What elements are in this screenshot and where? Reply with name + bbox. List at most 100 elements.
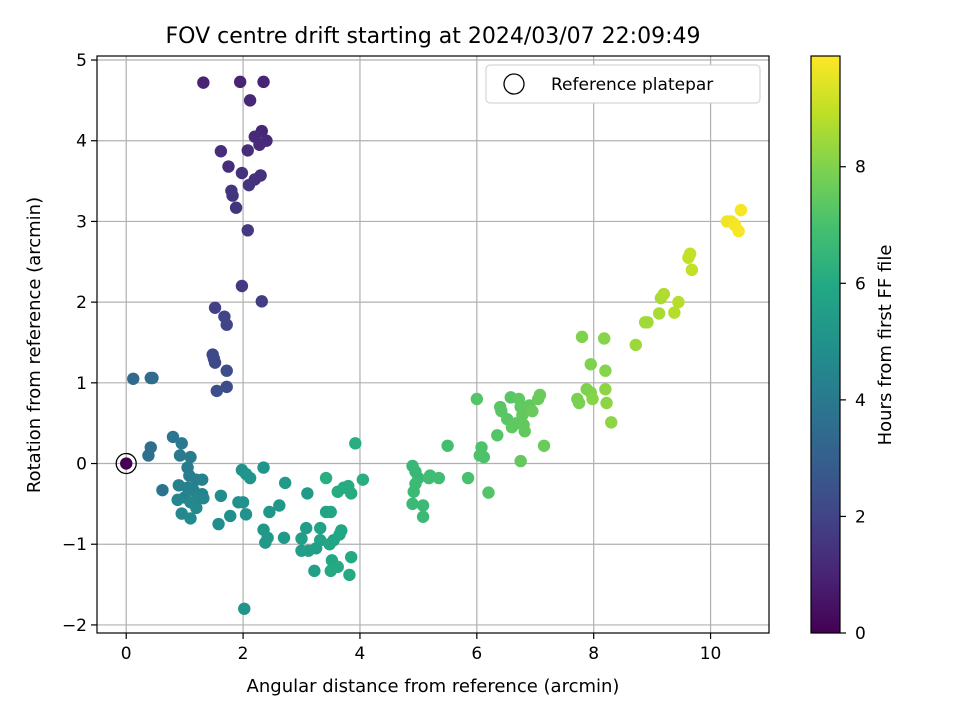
scatter-point bbox=[533, 388, 547, 402]
scatter-point bbox=[599, 383, 612, 396]
scatter-point bbox=[212, 517, 225, 531]
scatter-point bbox=[257, 461, 270, 474]
scatter-point bbox=[208, 301, 222, 314]
scatter-point bbox=[629, 338, 642, 352]
scatter-point bbox=[197, 76, 210, 89]
scatter-point bbox=[277, 531, 291, 544]
scatter-point bbox=[477, 450, 491, 464]
scatter-point bbox=[482, 486, 495, 499]
y-tick-label: −2 bbox=[62, 616, 87, 636]
scatter-point bbox=[255, 295, 268, 308]
scatter-point bbox=[242, 178, 256, 192]
y-tick-label: 0 bbox=[76, 455, 87, 475]
x-tick-label: 10 bbox=[700, 644, 722, 664]
legend: Reference platepar bbox=[485, 64, 761, 104]
x-tick-label: 8 bbox=[588, 644, 599, 664]
scatter-point bbox=[514, 454, 527, 468]
y-axis-label: Rotation from reference (arcmin) bbox=[24, 197, 45, 493]
legend-label-reference: Reference platepar bbox=[551, 75, 713, 95]
scatter-point bbox=[526, 404, 539, 418]
scatter-point bbox=[259, 536, 272, 549]
scatter-point bbox=[416, 499, 430, 512]
scatter-point bbox=[144, 371, 157, 385]
scatter-point bbox=[214, 145, 228, 158]
colorbar-tick-label: 4 bbox=[855, 391, 866, 411]
scatter-point bbox=[238, 602, 251, 615]
chart-title: FOV centre drift starting at 2024/03/07 … bbox=[166, 24, 701, 49]
scatter-points bbox=[115, 75, 748, 615]
scatter-point bbox=[273, 499, 286, 512]
scatter-point bbox=[314, 521, 327, 535]
scatter-point bbox=[349, 437, 362, 450]
y-axis-ticks: −2 −1 0 1 2 3 4 5 bbox=[62, 51, 97, 636]
scatter-point bbox=[600, 396, 613, 410]
scatter-point bbox=[278, 476, 292, 490]
colorbar bbox=[810, 55, 841, 634]
scatter-point bbox=[441, 439, 454, 452]
scatter-point bbox=[190, 501, 203, 515]
colorbar-tick-label: 0 bbox=[855, 624, 866, 644]
scatter-point bbox=[416, 510, 430, 523]
scatter-point bbox=[356, 473, 370, 486]
x-tick-label: 0 bbox=[121, 644, 132, 664]
colorbar-ticks: 0 2 4 6 8 bbox=[840, 158, 866, 644]
scatter-point bbox=[214, 489, 228, 503]
colorbar-tick-label: 8 bbox=[855, 158, 866, 178]
colorbar-label: Hours from first FF file bbox=[875, 245, 896, 446]
colorbar-tick-label: 2 bbox=[855, 507, 866, 527]
scatter-point bbox=[301, 487, 314, 500]
scatter-point bbox=[331, 560, 344, 574]
scatter-point bbox=[229, 201, 243, 214]
scatter-point bbox=[243, 94, 257, 107]
scatter-point bbox=[226, 189, 239, 202]
scatter-point bbox=[470, 392, 484, 406]
scatter-point bbox=[263, 505, 276, 519]
scatter-point bbox=[220, 364, 233, 377]
legend-marker-reference bbox=[503, 73, 525, 95]
scatter-point bbox=[241, 144, 254, 157]
scatter-point bbox=[314, 533, 327, 547]
x-axis-label: Angular distance from reference (arcmin) bbox=[247, 676, 620, 697]
reference-point bbox=[120, 457, 133, 470]
scatter-point bbox=[319, 471, 333, 485]
scatter-point bbox=[197, 492, 210, 505]
scatter-point bbox=[584, 358, 597, 371]
scatter-point bbox=[324, 505, 337, 519]
scatter-point bbox=[184, 512, 197, 525]
scatter-point bbox=[156, 483, 169, 497]
x-axis-ticks: 0 2 4 6 8 10 bbox=[121, 633, 722, 664]
scatter-point bbox=[235, 279, 249, 293]
scatter-point bbox=[171, 493, 184, 507]
scatter-point bbox=[253, 138, 266, 151]
scatter-point bbox=[598, 332, 611, 345]
scatter-point bbox=[734, 203, 748, 217]
scatter-point bbox=[657, 287, 671, 301]
scatter-point bbox=[343, 568, 356, 582]
scatter-point bbox=[407, 485, 420, 498]
scatter-point bbox=[127, 372, 140, 385]
scatter-point bbox=[344, 550, 358, 564]
x-tick-label: 2 bbox=[238, 644, 249, 664]
scatter-point bbox=[233, 75, 247, 89]
scatter-point bbox=[222, 160, 235, 173]
scatter-point bbox=[518, 425, 531, 438]
scatter-point bbox=[241, 224, 254, 237]
scatter-point bbox=[537, 439, 551, 452]
y-tick-label: 3 bbox=[76, 212, 87, 232]
scatter-point bbox=[586, 392, 599, 406]
scatter-point bbox=[461, 471, 475, 485]
colorbar-tick-label: 6 bbox=[855, 274, 866, 294]
grid bbox=[97, 56, 769, 633]
legend-box bbox=[485, 64, 761, 104]
scatter-point bbox=[572, 396, 586, 410]
scatter-point bbox=[208, 356, 222, 369]
y-tick-label: 2 bbox=[76, 293, 87, 313]
scatter-point bbox=[239, 508, 253, 521]
scatter-point bbox=[308, 564, 321, 578]
scatter-point bbox=[732, 224, 745, 238]
scatter-point bbox=[166, 430, 180, 444]
scatter-point bbox=[344, 487, 358, 500]
scatter-point bbox=[142, 449, 155, 462]
scatter-point bbox=[406, 497, 419, 511]
